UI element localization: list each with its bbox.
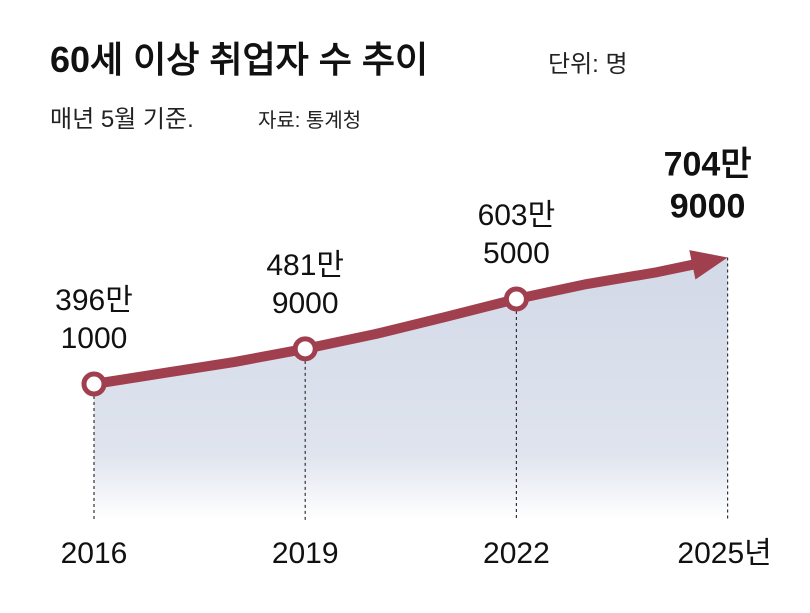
data-point-2019 bbox=[292, 336, 318, 362]
arrow-head bbox=[689, 250, 728, 280]
data-label-value-2016: 396만 bbox=[55, 284, 133, 317]
x-tick-label-2019: 2019 bbox=[272, 537, 339, 570]
source-label: 자료: 통계청 bbox=[258, 109, 361, 132]
series-line bbox=[89, 258, 704, 389]
area-fill bbox=[94, 257, 728, 520]
data-label-value-2025: 704만 bbox=[664, 145, 752, 183]
data-label-value-2022: 603만 bbox=[478, 199, 556, 232]
chart-subtitle: 매년 5월 기준. bbox=[50, 106, 194, 133]
x-tick-label-2022: 2022 bbox=[483, 537, 550, 570]
data-label-remainder-2019: 9000 bbox=[272, 287, 339, 320]
data-point-2016 bbox=[81, 371, 107, 397]
data-label-remainder-2022: 5000 bbox=[483, 237, 550, 270]
unit-label: 단위: 명 bbox=[548, 51, 628, 78]
data-label-value-2019: 481만 bbox=[266, 249, 344, 282]
data-point-2022 bbox=[503, 286, 529, 312]
chart-title: 60세 이상 취업자 수 추이 bbox=[50, 39, 428, 80]
data-label-remainder-2016: 1000 bbox=[61, 322, 128, 355]
x-tick-label-2025: 2025년 bbox=[677, 537, 771, 570]
x-tick-label-2016: 2016 bbox=[61, 537, 128, 570]
data-label-remainder-2025: 9000 bbox=[670, 187, 746, 225]
